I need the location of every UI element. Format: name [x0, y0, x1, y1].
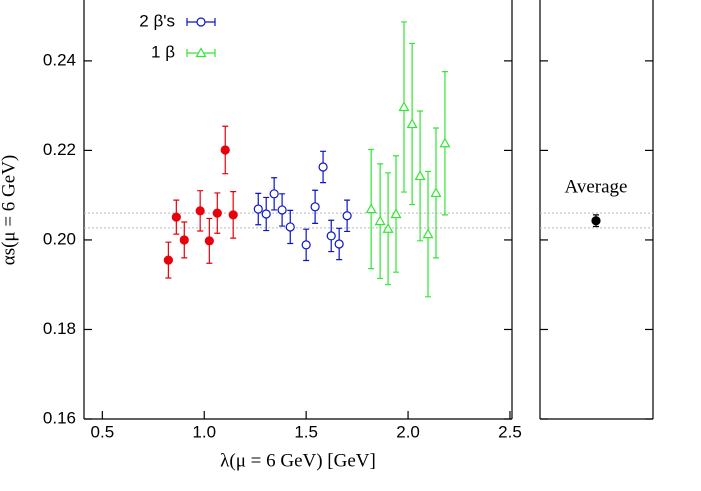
- data-point: [439, 137, 451, 148]
- data-point: [310, 202, 320, 212]
- data-point: [422, 228, 434, 239]
- data-point: [163, 255, 173, 265]
- data-point: [220, 145, 230, 155]
- y-axis-label: αs(μ = 6 GeV): [0, 155, 19, 266]
- data-point: [414, 170, 426, 181]
- legend-label: 2 β's: [139, 11, 175, 30]
- data-point: [277, 205, 287, 215]
- data-point: [301, 240, 311, 250]
- y-tick-label: 0.18: [43, 319, 76, 338]
- data-point: [212, 208, 222, 218]
- data-point: [382, 223, 394, 233]
- data-point: [334, 239, 344, 249]
- data-point: [318, 162, 328, 172]
- data-point: [591, 216, 601, 226]
- y-tick-label: 0.22: [43, 140, 76, 159]
- data-point: [430, 187, 442, 198]
- y-tick-label: 0.20: [43, 229, 76, 248]
- data-point: [374, 215, 386, 226]
- data-point: [179, 235, 189, 245]
- data-point: [326, 231, 336, 241]
- y-tick-label: 0.24: [43, 50, 76, 69]
- legend-label: 1 β: [151, 42, 175, 61]
- average-label: Average: [565, 176, 628, 197]
- data-point: [390, 208, 402, 219]
- data-point: [228, 210, 238, 220]
- x-tick-label: 1.5: [294, 422, 318, 441]
- data-point: [261, 209, 271, 219]
- x-tick-label: 2.5: [498, 422, 522, 441]
- data-point: [195, 206, 205, 216]
- x-tick-label: 0.5: [91, 422, 115, 441]
- data-point: [398, 101, 410, 112]
- data-point: [269, 189, 279, 199]
- data-point: [342, 211, 352, 221]
- y-tick-label: 0.16: [43, 408, 76, 427]
- data-point: [204, 236, 214, 246]
- data-point: [406, 118, 418, 129]
- data-point: [171, 212, 181, 222]
- data-point: [365, 203, 377, 214]
- x-tick-label: 2.0: [396, 422, 420, 441]
- x-tick-label: 1.0: [192, 422, 216, 441]
- data-point: [253, 204, 263, 214]
- data-point: [285, 222, 295, 232]
- x-axis-label: λ(μ = 6 GeV) [GeV]: [220, 450, 376, 471]
- data-point: [196, 17, 206, 27]
- data-point: [195, 47, 207, 58]
